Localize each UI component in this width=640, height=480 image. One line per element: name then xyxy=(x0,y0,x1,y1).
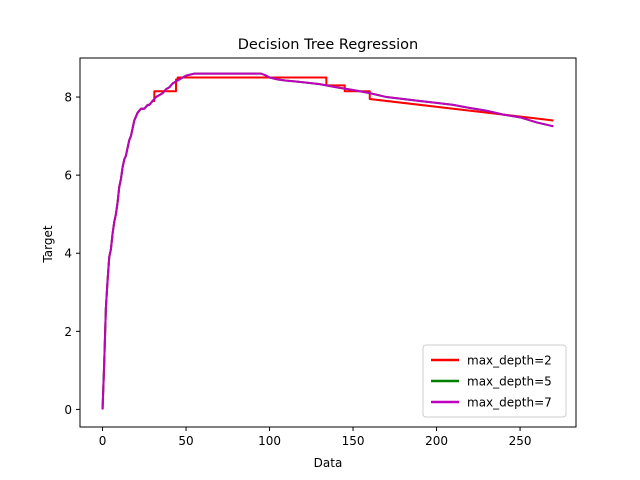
legend-label-1: max_depth=2 xyxy=(467,354,552,368)
x-ticks: 0 50 100 150 200 250 xyxy=(99,427,532,448)
y-tick-label: 6 xyxy=(64,169,72,183)
x-tick-label: 50 xyxy=(178,434,193,448)
chart-title: Decision Tree Regression xyxy=(238,37,418,53)
x-axis-label: Data xyxy=(314,456,343,470)
x-tick-label: 100 xyxy=(258,434,281,448)
axes-frame xyxy=(79,57,577,428)
y-tick-label: 4 xyxy=(64,247,72,261)
x-tick-label: 200 xyxy=(425,434,448,448)
y-ticks: 0 2 4 6 8 xyxy=(64,91,80,417)
legend-label-2: max_depth=5 xyxy=(467,375,552,389)
y-axis-label: Target xyxy=(41,225,55,263)
y-tick-label: 2 xyxy=(64,325,72,339)
legend: max_depth=2 max_depth=5 max_depth=7 xyxy=(422,344,567,418)
series-line-3 xyxy=(101,72,554,410)
legend-label-3: max_depth=7 xyxy=(467,396,552,410)
x-tick-label: 250 xyxy=(509,434,532,448)
y-tick-label: 8 xyxy=(64,91,72,105)
plot-area: 0 50 100 150 200 250 0 2 4 6 8 xyxy=(64,57,577,448)
legend-box xyxy=(422,344,567,418)
x-tick-label: 150 xyxy=(342,434,365,448)
y-tick-label: 0 xyxy=(64,403,72,417)
x-tick-label: 0 xyxy=(99,434,107,448)
series-layer xyxy=(101,72,554,410)
